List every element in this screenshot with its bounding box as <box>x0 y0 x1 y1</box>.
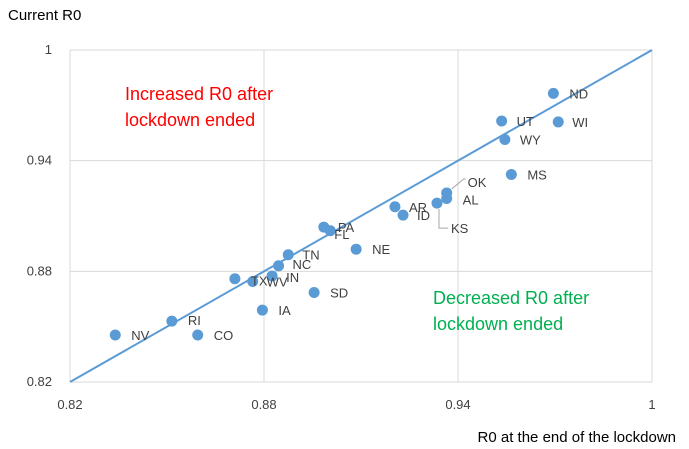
data-point-sd <box>308 287 320 299</box>
point-label-id: ID <box>417 208 430 223</box>
point-label-fl: FL <box>334 227 349 242</box>
x-tick-label: 0.94 <box>445 397 470 412</box>
point-label-sd: SD <box>330 286 348 301</box>
data-point-wy <box>499 133 511 145</box>
y-tick-label: 1 <box>45 42 52 57</box>
x-tick-label: 1 <box>648 397 655 412</box>
data-point-tn <box>282 249 294 261</box>
point-label-nc: NC <box>293 257 312 272</box>
x-tick-label: 0.82 <box>57 397 82 412</box>
data-point-fl <box>324 225 336 237</box>
data-point-ut <box>496 115 508 127</box>
data-point-nv <box>109 329 121 341</box>
grid <box>69 49 653 383</box>
point-label-ms: MS <box>527 168 547 183</box>
point-label-ok: OK <box>468 175 487 190</box>
data-point-wv <box>247 275 259 287</box>
data-point-tx <box>229 273 241 285</box>
data-point-ia <box>256 304 268 316</box>
point-label-co: CO <box>214 328 234 343</box>
data-point-ms <box>505 169 517 180</box>
point-label-nd: ND <box>569 86 588 101</box>
data-point-ri <box>166 315 178 327</box>
point-label-tx: TX <box>251 274 268 289</box>
point-label-wi: WI <box>572 115 588 130</box>
data-points <box>109 87 564 341</box>
point-label-al: AL <box>463 192 479 207</box>
data-point-in <box>266 270 278 282</box>
x-tick-label: 0.88 <box>251 397 276 412</box>
y-tick-label: 0.88 <box>27 263 52 278</box>
reference-line <box>69 49 653 383</box>
annotation-text: Increased R0 after <box>125 84 273 104</box>
data-point-co <box>192 329 204 341</box>
point-label-ia: IA <box>278 303 291 318</box>
leader-line-ok <box>451 178 466 190</box>
annotation-text: Decreased R0 after <box>433 288 589 308</box>
tick-labels: 0.82 0.88 0.94 1 0.82 0.88 0.94 1 <box>27 42 656 412</box>
leader-line-ks <box>438 209 448 229</box>
x-axis-title: R0 at the end of the lockdown <box>478 429 676 446</box>
data-point-ne <box>350 243 362 255</box>
point-label-nv: NV <box>131 328 149 343</box>
data-point-nd <box>547 87 559 99</box>
data-point-id <box>397 209 409 221</box>
point-label-wy: WY <box>520 132 541 147</box>
y-tick-label: 0.94 <box>27 153 52 168</box>
data-point-nc <box>273 260 285 272</box>
y-axis-title: Current R0 <box>8 7 81 24</box>
point-label-in: IN <box>286 270 299 285</box>
data-point-al <box>441 192 453 204</box>
point-label-ut: UT <box>517 114 534 129</box>
annotation-text: lockdown ended <box>125 110 255 130</box>
y-tick-label: 0.82 <box>27 374 52 389</box>
point-label-ri: RI <box>188 313 201 328</box>
annotations: Increased R0 after lockdown ended Decrease… <box>125 84 589 334</box>
data-point-ar <box>389 201 401 213</box>
point-label-wv: WV <box>267 274 288 289</box>
data-point-ks <box>431 197 443 209</box>
point-label-ks: KS <box>451 221 469 236</box>
annotation-text: lockdown ended <box>433 314 563 334</box>
point-label-pa: PA <box>338 220 355 235</box>
point-label-ar: AR <box>409 200 427 215</box>
point-label-tn: TN <box>302 248 319 263</box>
data-point-wi <box>552 116 564 128</box>
point-label-ne: NE <box>372 242 390 257</box>
